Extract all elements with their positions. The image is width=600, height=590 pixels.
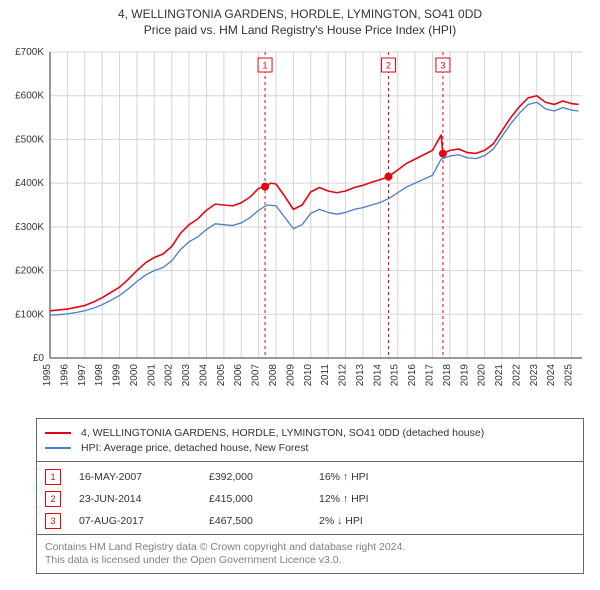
legend-row: 4, WELLINGTONIA GARDENS, HORDLE, LYMINGT… xyxy=(45,425,575,440)
sale-marker: 3 xyxy=(45,513,61,529)
sale-price: £467,500 xyxy=(209,515,319,527)
svg-text:2004: 2004 xyxy=(198,364,209,387)
svg-text:2013: 2013 xyxy=(355,364,366,387)
legend-swatch xyxy=(45,447,71,449)
attribution: Contains HM Land Registry data © Crown c… xyxy=(37,534,583,573)
svg-text:2022: 2022 xyxy=(511,364,522,387)
svg-text:1995: 1995 xyxy=(42,364,53,387)
attribution-line1: Contains HM Land Registry data © Crown c… xyxy=(45,541,575,554)
legend-row: HPI: Average price, detached house, New … xyxy=(45,440,575,455)
svg-text:£500K: £500K xyxy=(15,134,44,145)
svg-text:£300K: £300K xyxy=(15,222,44,233)
sale-price: £415,000 xyxy=(209,493,319,505)
svg-text:2007: 2007 xyxy=(251,364,262,387)
svg-text:2020: 2020 xyxy=(477,364,488,387)
svg-text:1999: 1999 xyxy=(112,364,123,387)
svg-text:1996: 1996 xyxy=(59,364,70,387)
svg-text:2010: 2010 xyxy=(303,364,314,387)
sale-rows: 1 16-MAY-2007£392,00016% ↑ HPI 2 23-JUN-201… xyxy=(37,462,583,534)
svg-text:£400K: £400K xyxy=(15,178,44,189)
svg-text:2002: 2002 xyxy=(164,364,175,387)
sale-hpi: 16% ↑ HPI xyxy=(319,471,575,483)
sale-date: 23-JUN-2014 xyxy=(79,493,209,505)
title-line1: 4, WELLINGTONIA GARDENS, HORDLE, LYMINGT… xyxy=(0,6,600,22)
svg-text:2001: 2001 xyxy=(146,364,157,387)
svg-text:2000: 2000 xyxy=(129,364,140,387)
svg-text:2016: 2016 xyxy=(407,364,418,387)
svg-text:2005: 2005 xyxy=(216,364,227,387)
svg-text:£600K: £600K xyxy=(15,91,44,102)
sale-marker: 2 xyxy=(45,491,61,507)
svg-text:2: 2 xyxy=(386,61,391,71)
sale-marker: 1 xyxy=(45,469,61,485)
svg-text:2014: 2014 xyxy=(372,364,383,387)
chart-titles: 4, WELLINGTONIA GARDENS, HORDLE, LYMINGT… xyxy=(0,0,600,38)
sale-date: 16-MAY-2007 xyxy=(79,471,209,483)
svg-text:2025: 2025 xyxy=(564,364,575,387)
svg-text:£200K: £200K xyxy=(15,266,44,277)
svg-text:2024: 2024 xyxy=(546,364,557,387)
svg-text:£0: £0 xyxy=(33,353,45,364)
svg-text:£700K: £700K xyxy=(15,47,44,58)
svg-text:1997: 1997 xyxy=(77,364,88,387)
sale-price: £392,000 xyxy=(209,471,319,483)
svg-text:2012: 2012 xyxy=(338,364,349,387)
legend-swatch xyxy=(45,432,71,434)
legend-label: HPI: Average price, detached house, New … xyxy=(81,442,308,454)
legend: 4, WELLINGTONIA GARDENS, HORDLE, LYMINGT… xyxy=(37,419,583,462)
svg-text:2017: 2017 xyxy=(424,364,435,387)
svg-text:1: 1 xyxy=(263,61,268,71)
svg-text:2011: 2011 xyxy=(320,364,331,386)
svg-text:2008: 2008 xyxy=(268,364,279,387)
sale-row: 2 23-JUN-2014£415,00012% ↑ HPI xyxy=(45,488,575,510)
svg-text:1998: 1998 xyxy=(94,364,105,387)
svg-text:2015: 2015 xyxy=(390,364,401,387)
svg-text:2009: 2009 xyxy=(285,364,296,387)
svg-text:2003: 2003 xyxy=(181,364,192,387)
svg-text:£100K: £100K xyxy=(15,309,44,320)
sale-row: 3 07-AUG-2017£467,5002% ↓ HPI xyxy=(45,510,575,532)
svg-text:3: 3 xyxy=(440,61,445,71)
sale-hpi: 2% ↓ HPI xyxy=(319,515,575,527)
legend-label: 4, WELLINGTONIA GARDENS, HORDLE, LYMINGT… xyxy=(81,427,484,439)
attribution-line2: This data is licensed under the Open Gov… xyxy=(45,554,575,567)
chart-area: £0 £100K £200K £300K £400K £500K £600K £700K 199… xyxy=(0,44,600,414)
title-line2: Price paid vs. HM Land Registry's House … xyxy=(0,22,600,38)
sale-hpi: 12% ↑ HPI xyxy=(319,493,575,505)
page-root: 4, WELLINGTONIA GARDENS, HORDLE, LYMINGT… xyxy=(0,0,600,590)
svg-text:2018: 2018 xyxy=(442,364,453,387)
svg-text:2023: 2023 xyxy=(529,364,540,387)
svg-text:2019: 2019 xyxy=(459,364,470,387)
svg-text:2006: 2006 xyxy=(233,364,244,387)
chart-svg: £0 £100K £200K £300K £400K £500K £600K £700K 199… xyxy=(0,44,600,414)
sale-date: 07-AUG-2017 xyxy=(79,515,209,527)
info-panel: 4, WELLINGTONIA GARDENS, HORDLE, LYMINGT… xyxy=(36,418,584,574)
svg-text:2021: 2021 xyxy=(494,364,505,387)
sale-row: 1 16-MAY-2007£392,00016% ↑ HPI xyxy=(45,466,575,488)
